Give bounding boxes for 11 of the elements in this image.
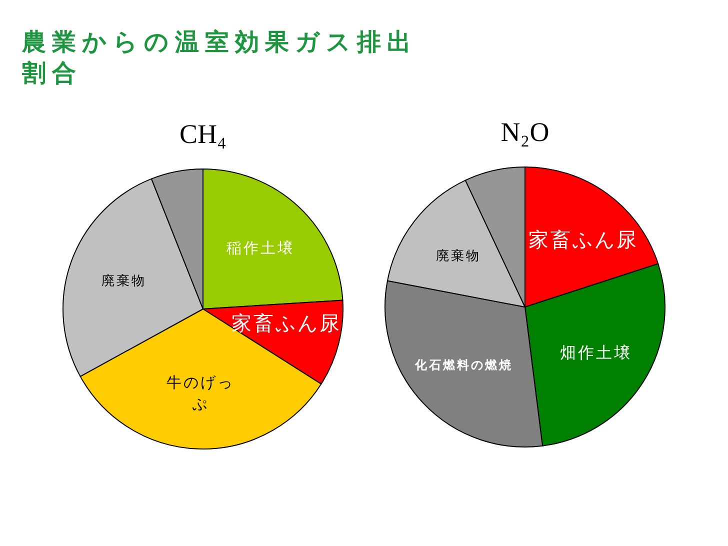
slice-label: 畑作土壌 [560,342,632,362]
slice-label: 家畜ふん尿 [528,227,638,252]
slice-label: 化石燃料の燃焼 [414,358,513,372]
text: 農業からの温室効果ガス排出割合 [21,28,417,87]
slice-label: 稲作土壌 [226,239,294,258]
slice-label: 家畜ふん尿 [231,311,342,336]
slice-label: 廃棄物 [101,273,146,290]
chart-title: CH₄ [180,119,226,149]
chart-title: N₂O [500,117,550,147]
slice-label: 牛のげっぷ [166,373,234,414]
slice-label: 廃棄物 [436,248,482,264]
